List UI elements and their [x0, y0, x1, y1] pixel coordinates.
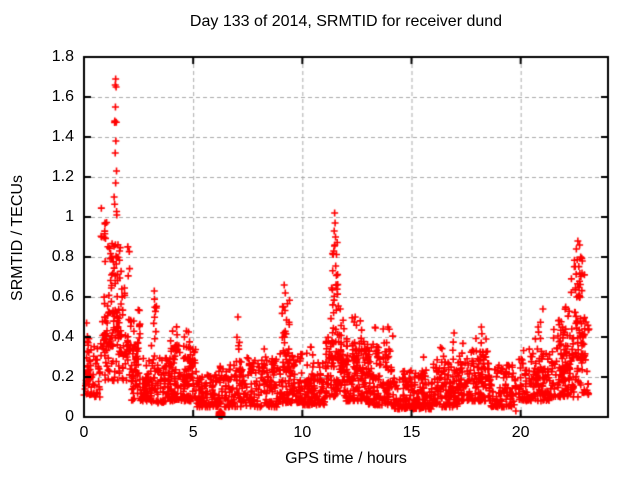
y-tick-label: 1.6 [51, 88, 74, 105]
x-tick-label: 5 [188, 424, 198, 441]
chart-title: Day 133 of 2014, SRMTID for receiver dun… [189, 13, 503, 30]
x-tick-label: 15 [402, 424, 421, 441]
y-tick-label: 0 [65, 408, 74, 425]
x-tick-label: 0 [79, 424, 89, 441]
y-tick-label: 1.8 [51, 48, 74, 65]
x-tick-label: 10 [293, 424, 312, 441]
y-tick-label: 0.2 [51, 368, 74, 385]
y-tick-label: 0.6 [51, 288, 74, 305]
x-axis-label: GPS time / hours [285, 450, 407, 467]
y-tick-label: 1.2 [51, 168, 74, 185]
x-tick-label: 20 [511, 424, 530, 441]
y-tick-label: 0.8 [51, 248, 74, 265]
y-tick-label: 1.4 [51, 128, 74, 145]
y-tick-label: 1 [65, 208, 74, 225]
y-tick-label: 0.4 [51, 328, 74, 345]
